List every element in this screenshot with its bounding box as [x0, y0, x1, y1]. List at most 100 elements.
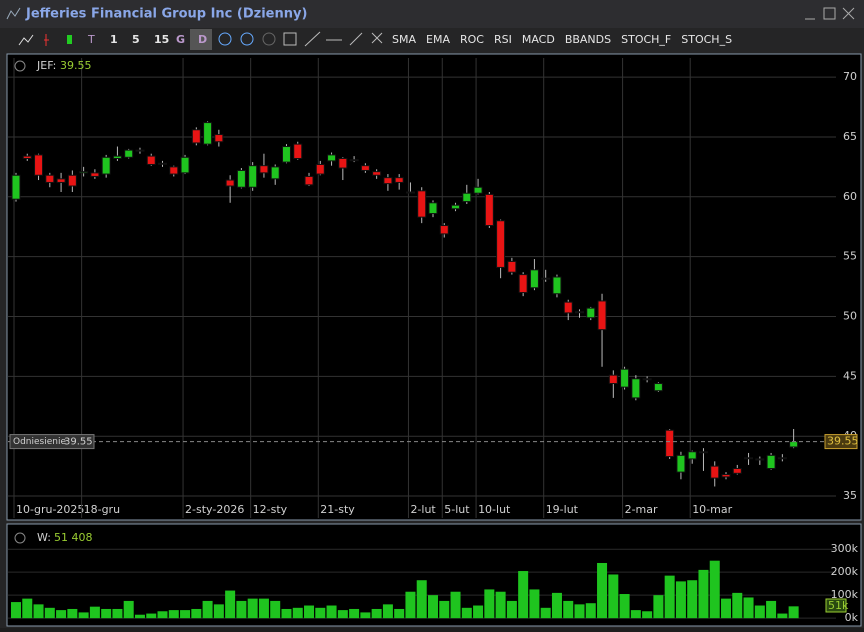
candle-body: [270, 166, 280, 180]
volume-bar: [608, 574, 619, 619]
t-button[interactable]: T: [87, 33, 95, 46]
volume-bar: [788, 606, 799, 619]
volume-current-axis-label: 51k: [828, 599, 849, 612]
volume-current-box: [825, 598, 847, 613]
candle-body: [124, 149, 134, 158]
draw-tools[interactable]: [283, 31, 383, 47]
x-tick-label: 2-sty-2026: [185, 503, 244, 516]
volume-bar: [450, 591, 461, 619]
candle-body: [34, 154, 44, 176]
volume-bar: [687, 580, 698, 619]
x-tick-label: 12-sty: [253, 503, 288, 516]
interval-button[interactable]: 1: [110, 33, 118, 46]
candle-body: [293, 143, 303, 159]
indicator-button[interactable]: MACD: [522, 33, 555, 46]
candle-body: [473, 186, 483, 194]
candle-body: [631, 378, 641, 399]
candle-body: [507, 260, 517, 273]
bar-tool[interactable]: [44, 34, 49, 46]
volume-bar: [281, 608, 292, 619]
candle-body: [744, 457, 754, 460]
interval-button[interactable]: 5: [132, 33, 140, 46]
candle-body: [608, 374, 618, 385]
panel-handle[interactable]: [14, 60, 26, 72]
window-controls[interactable]: [805, 7, 855, 20]
x-tick-label: 10-gru-2025: [16, 503, 84, 516]
indicator-button[interactable]: RSI: [494, 33, 512, 46]
indicator-button[interactable]: ROC: [460, 33, 484, 46]
x-tick-label: 18-gru: [84, 503, 120, 516]
title-bar: [0, 0, 864, 28]
volume-name: W:: [37, 531, 51, 544]
volume-bar: [642, 611, 653, 619]
candle-body: [439, 225, 449, 235]
interval-button[interactable]: G: [176, 33, 185, 46]
y-tick-label: 35: [843, 489, 857, 502]
interval-button[interactable]: D: [198, 33, 207, 46]
candle-body: [484, 193, 494, 227]
volume-bar: [326, 605, 337, 619]
candle-body: [496, 220, 506, 268]
volume-bar: [585, 603, 596, 619]
volume-bar: [213, 604, 224, 619]
line-tool[interactable]: [18, 34, 34, 46]
volume-bar: [698, 569, 709, 619]
zoom-tools[interactable]: [218, 32, 276, 46]
volume-bar: [247, 598, 258, 619]
x-tick-label: 21-sty: [320, 503, 355, 516]
volume-bar: [732, 592, 743, 619]
volume-bar: [123, 600, 134, 619]
candle-body: [304, 175, 314, 186]
x-tick-label: 10-lut: [478, 503, 511, 516]
candle-body: [90, 172, 100, 177]
candle-body: [315, 163, 325, 175]
volume-bar: [146, 613, 157, 619]
indicator-button[interactable]: EMA: [426, 33, 450, 46]
volume-bar: [563, 600, 574, 619]
candle-body: [405, 191, 415, 194]
indicator-button[interactable]: STOCH_F: [621, 33, 671, 46]
volume-bar: [225, 590, 236, 619]
interval-button[interactable]: 15: [154, 33, 169, 46]
candle-body: [101, 156, 111, 175]
candle-body: [541, 277, 551, 280]
candle-body: [56, 178, 66, 183]
y-tick-label: 55: [843, 250, 857, 263]
panel-handle[interactable]: [14, 532, 26, 544]
volume-bar: [22, 598, 33, 619]
candle-body: [462, 192, 472, 203]
volume-bar: [506, 600, 517, 619]
candle-body: [259, 165, 269, 174]
volume-bar: [518, 571, 529, 619]
candle-body: [755, 458, 765, 461]
candle-body: [180, 156, 190, 174]
candle-body: [665, 429, 675, 458]
candle-tool[interactable]: [67, 35, 72, 44]
candle-body: [394, 177, 404, 183]
candle-body: [552, 276, 562, 295]
candle-body: [112, 155, 122, 159]
candle-body: [135, 149, 145, 152]
volume-bar: [574, 604, 585, 619]
volume-bar: [394, 608, 405, 619]
reference-value: 39.55: [64, 437, 93, 448]
indicator-button[interactable]: BBANDS: [565, 33, 611, 46]
volume-bar: [337, 610, 348, 619]
candle-body: [203, 122, 213, 145]
candle-body: [620, 368, 630, 388]
indicator-button[interactable]: STOCH_S: [681, 33, 732, 46]
candle-body: [586, 307, 596, 319]
volume-bar: [292, 607, 303, 619]
x-tick-label: 2-mar: [625, 503, 658, 516]
volume-bar: [630, 610, 641, 619]
volume-bar: [315, 607, 326, 619]
volume-bar: [473, 605, 484, 619]
volume-bar: [664, 575, 675, 619]
volume-bar: [134, 614, 145, 619]
candle-body: [327, 154, 337, 162]
candle-body: [789, 441, 799, 448]
candle-body: [518, 274, 528, 294]
candle-body: [372, 171, 382, 176]
indicator-button[interactable]: SMA: [392, 33, 416, 46]
app-icon: [6, 7, 21, 20]
